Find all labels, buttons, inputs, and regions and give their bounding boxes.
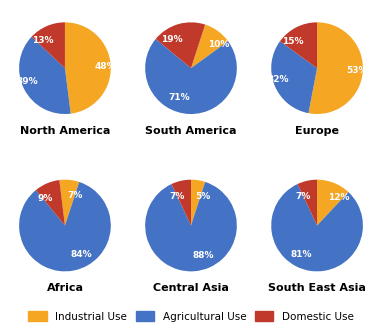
Wedge shape — [309, 22, 363, 114]
Text: 53%: 53% — [347, 66, 368, 76]
Text: 81%: 81% — [291, 250, 312, 259]
Text: 19%: 19% — [161, 35, 183, 44]
Text: 7%: 7% — [169, 192, 185, 201]
Text: 13%: 13% — [32, 36, 53, 45]
Title: South America: South America — [145, 126, 237, 136]
Text: 88%: 88% — [193, 251, 214, 260]
Wedge shape — [19, 182, 111, 271]
Text: 71%: 71% — [168, 93, 190, 102]
Title: Africa: Africa — [47, 283, 83, 293]
Text: 9%: 9% — [38, 194, 53, 203]
Title: Central Asia: Central Asia — [153, 283, 229, 293]
Text: 15%: 15% — [282, 37, 304, 46]
Title: South East Asia: South East Asia — [268, 283, 366, 293]
Text: 39%: 39% — [17, 77, 39, 86]
Wedge shape — [280, 22, 317, 68]
Wedge shape — [32, 22, 65, 68]
Wedge shape — [172, 180, 191, 225]
Wedge shape — [156, 22, 205, 68]
Text: 10%: 10% — [209, 40, 230, 49]
Text: 7%: 7% — [295, 192, 311, 201]
Wedge shape — [19, 37, 71, 114]
Wedge shape — [145, 39, 237, 114]
Wedge shape — [191, 180, 205, 225]
Wedge shape — [317, 180, 348, 225]
Title: North America: North America — [20, 126, 110, 136]
Wedge shape — [145, 182, 237, 271]
Wedge shape — [298, 180, 317, 225]
Wedge shape — [36, 180, 65, 225]
Text: 84%: 84% — [70, 250, 92, 259]
Wedge shape — [271, 184, 363, 271]
Text: 5%: 5% — [196, 192, 211, 201]
Wedge shape — [65, 22, 111, 114]
Text: 12%: 12% — [328, 193, 350, 202]
Text: 48%: 48% — [95, 62, 116, 71]
Text: 7%: 7% — [68, 191, 83, 200]
Legend: Industrial Use, Agricultural Use, Domestic Use: Industrial Use, Agricultural Use, Domest… — [25, 308, 357, 325]
Title: Europe: Europe — [295, 126, 339, 136]
Wedge shape — [271, 41, 317, 113]
Text: 32%: 32% — [268, 75, 289, 83]
Wedge shape — [191, 24, 228, 68]
Wedge shape — [59, 180, 79, 225]
